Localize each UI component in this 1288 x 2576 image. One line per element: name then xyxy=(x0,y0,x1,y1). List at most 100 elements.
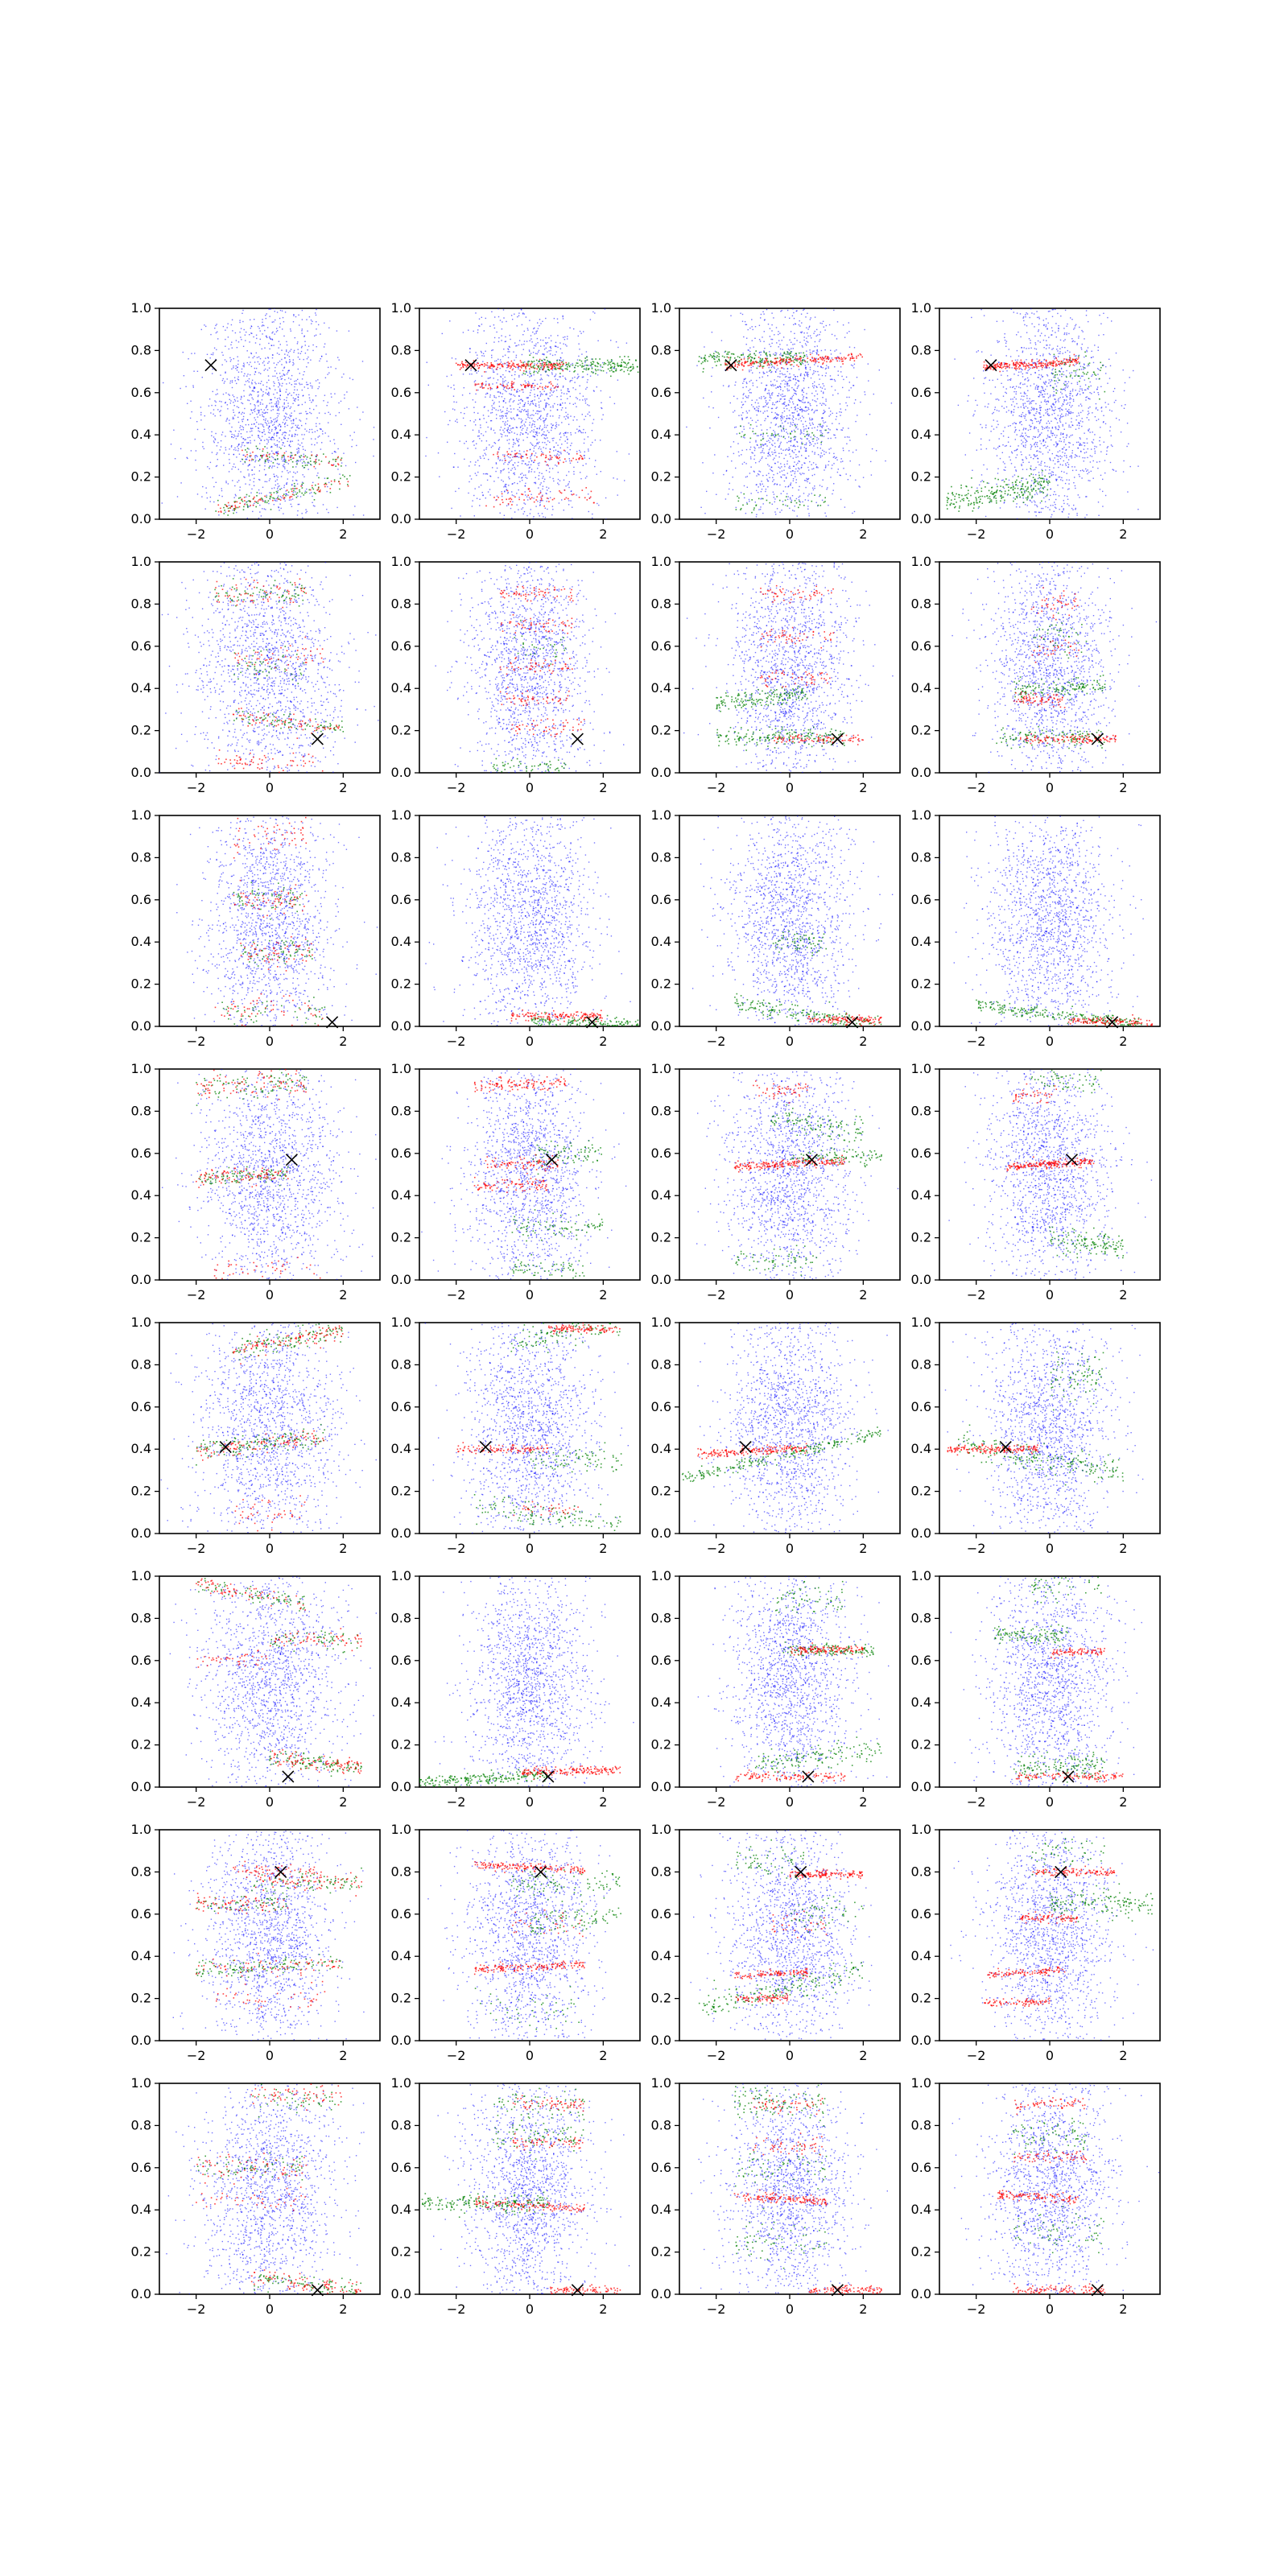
green-point xyxy=(306,492,308,493)
blue-point xyxy=(454,453,455,454)
blue-point xyxy=(252,511,253,512)
blue-point xyxy=(555,450,556,451)
blue-point xyxy=(817,351,818,352)
red-point xyxy=(484,365,485,367)
blue-point xyxy=(213,486,214,487)
blue-point xyxy=(845,402,846,403)
blue-point xyxy=(255,372,256,373)
blue-point xyxy=(582,414,583,415)
blue-point xyxy=(728,493,729,494)
blue-point xyxy=(843,468,844,469)
blue-point xyxy=(235,380,236,381)
blue-point xyxy=(535,482,536,483)
blue-point xyxy=(822,417,823,418)
blue-point xyxy=(733,441,734,442)
blue-point xyxy=(502,430,503,431)
blue-point xyxy=(552,478,553,479)
blue-point xyxy=(872,448,873,449)
blue-point xyxy=(771,394,772,395)
blue-point xyxy=(536,439,537,440)
blue-point xyxy=(775,412,776,413)
blue-point xyxy=(283,457,284,458)
blue-point xyxy=(534,424,535,425)
blue-point xyxy=(494,316,495,317)
blue-point xyxy=(244,413,245,414)
red-point xyxy=(500,504,502,506)
blue-point xyxy=(804,444,805,445)
blue-point xyxy=(256,414,257,415)
blue-point xyxy=(813,489,814,490)
green-point xyxy=(614,365,616,367)
blue-point xyxy=(582,399,583,400)
red-point xyxy=(558,368,559,369)
red-point xyxy=(244,497,246,498)
blue-point xyxy=(264,410,265,411)
blue-point xyxy=(252,435,253,436)
blue-point xyxy=(268,357,269,358)
green-point xyxy=(603,364,605,365)
blue-point xyxy=(258,479,259,480)
blue-point xyxy=(810,367,811,368)
red-point xyxy=(218,505,220,506)
blue-point xyxy=(501,411,502,412)
green-point xyxy=(576,362,578,364)
blue-point xyxy=(786,405,787,406)
blue-point xyxy=(237,417,238,418)
blue-point xyxy=(524,361,525,362)
blue-point xyxy=(585,400,586,401)
blue-point xyxy=(519,451,520,452)
blue-point xyxy=(576,419,577,420)
blue-point xyxy=(797,404,798,405)
blue-point xyxy=(278,362,279,363)
blue-point xyxy=(814,453,815,454)
blue-point xyxy=(426,437,427,438)
blue-point xyxy=(783,380,784,381)
blue-point xyxy=(781,355,782,356)
blue-point xyxy=(594,466,595,467)
blue-point xyxy=(740,313,741,314)
blue-point xyxy=(774,511,775,512)
red-point xyxy=(316,455,318,456)
green-point xyxy=(327,478,328,480)
blue-point xyxy=(761,424,762,425)
blue-point xyxy=(817,398,818,399)
blue-point xyxy=(809,515,810,516)
blue-point xyxy=(304,341,305,342)
blue-point xyxy=(485,318,486,319)
blue-point xyxy=(517,325,518,326)
blue-point xyxy=(255,419,256,420)
blue-point xyxy=(256,422,257,423)
blue-point xyxy=(297,453,298,454)
red-point xyxy=(561,362,563,364)
blue-point xyxy=(810,352,811,353)
blue-point xyxy=(493,395,494,396)
blue-point xyxy=(871,474,872,475)
blue-point xyxy=(837,472,838,473)
blue-point xyxy=(569,481,570,482)
blue-point xyxy=(282,444,283,445)
blue-point xyxy=(362,411,363,412)
blue-point xyxy=(548,398,549,399)
green-point xyxy=(609,370,611,372)
blue-point xyxy=(286,493,287,494)
blue-point xyxy=(813,373,814,374)
green-point xyxy=(243,509,245,510)
green-point xyxy=(534,371,535,373)
blue-point xyxy=(509,439,510,440)
blue-point xyxy=(502,421,503,422)
blue-point xyxy=(337,448,338,449)
blue-point xyxy=(786,408,787,409)
blue-point xyxy=(283,321,284,322)
blue-point xyxy=(518,439,519,440)
green-point xyxy=(270,497,271,499)
blue-point xyxy=(542,379,543,380)
blue-point xyxy=(546,435,547,436)
blue-point xyxy=(788,418,789,419)
green-point xyxy=(273,462,275,464)
blue-point xyxy=(283,499,284,500)
blue-point xyxy=(552,468,553,469)
blue-point xyxy=(756,514,757,515)
blue-point xyxy=(267,420,268,421)
blue-point xyxy=(817,335,818,336)
red-point xyxy=(325,456,327,458)
